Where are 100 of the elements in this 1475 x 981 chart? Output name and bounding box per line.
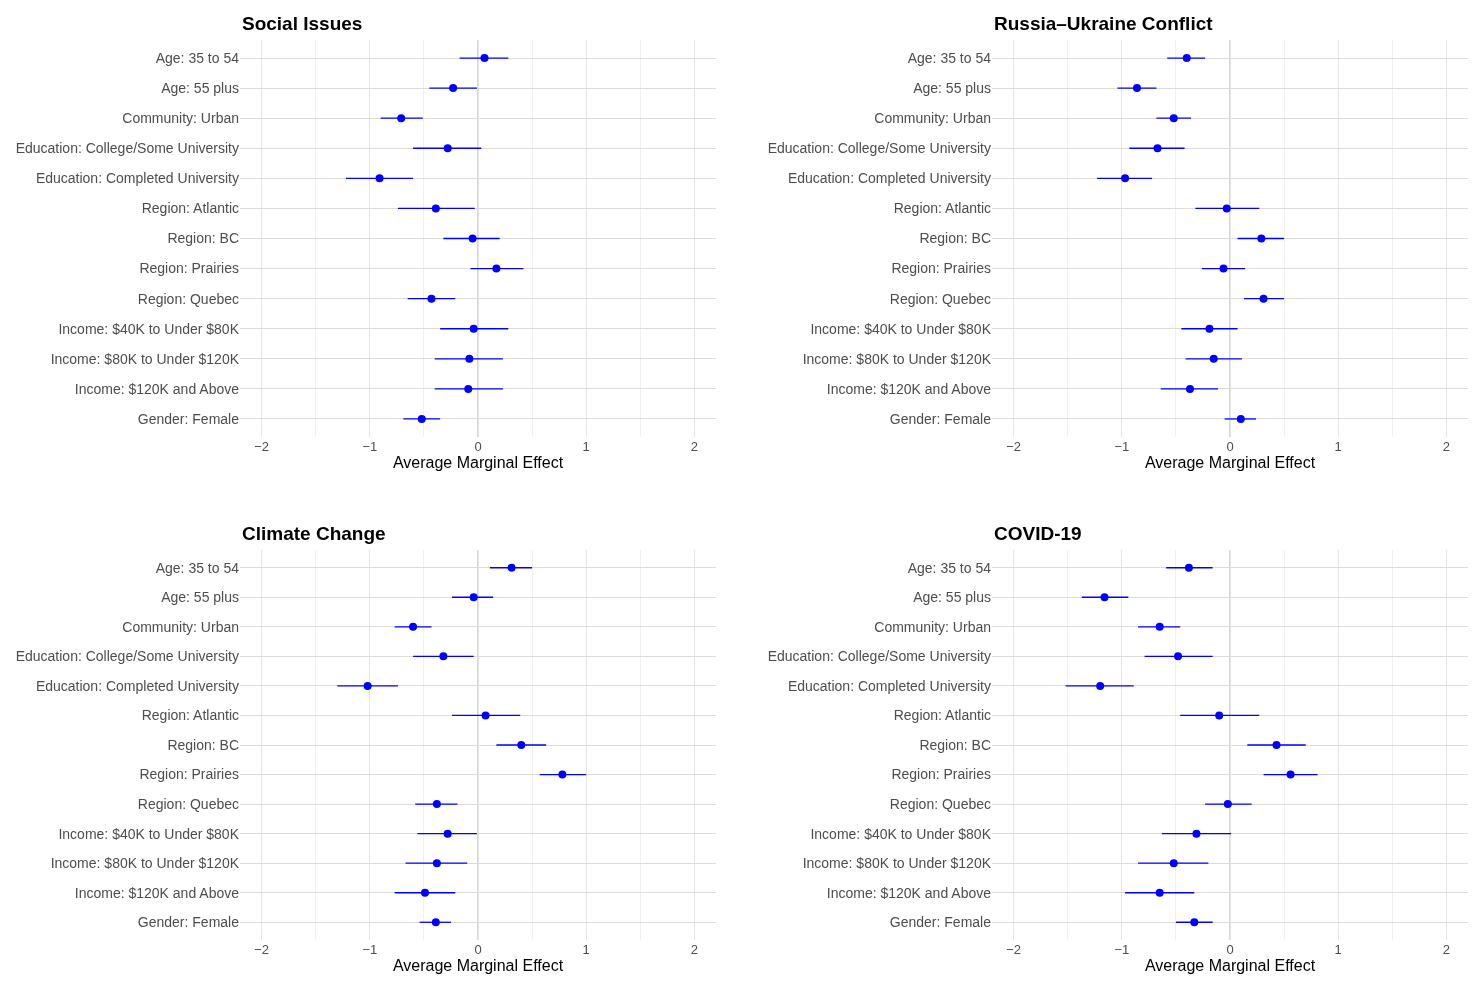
y-tick-label: Income: $40K to Under $80K — [58, 825, 240, 842]
y-tick-label: Income: $120K and Above — [74, 380, 240, 397]
y-tick-label: Community: Urban — [874, 110, 991, 127]
point — [469, 593, 478, 602]
y-tick-label: Income: $40K to Under $80K — [810, 825, 992, 842]
y-tick-label: Community: Urban — [122, 110, 239, 127]
chart-title: Climate Change — [242, 523, 386, 544]
point — [375, 174, 384, 183]
point — [431, 918, 440, 927]
point — [420, 888, 429, 897]
x-tick-label: 0 — [474, 439, 482, 454]
y-tick-label: Income: $80K to Under $120K — [802, 350, 992, 367]
x-tick-label: −1 — [1114, 439, 1130, 454]
chart-title: Russia–Ukraine Conflict — [994, 13, 1214, 34]
point — [1182, 54, 1191, 63]
y-tick-label: Education: Completed University — [35, 170, 239, 187]
y-tick-label: Region: Atlantic — [893, 707, 991, 724]
y-tick-label: Region: BC — [919, 230, 991, 247]
point — [1121, 174, 1130, 183]
y-tick-label: Income: $40K to Under $80K — [58, 320, 240, 337]
point — [481, 711, 490, 720]
chart-title: Social Issues — [242, 13, 363, 34]
point — [1096, 681, 1105, 690]
y-tick-label: Region: Quebec — [889, 290, 991, 307]
point — [1222, 204, 1231, 213]
y-tick-label: Education: Completed University — [787, 677, 991, 694]
point — [465, 354, 474, 363]
point — [427, 294, 436, 303]
chart-title: COVID-19 — [994, 523, 1082, 544]
x-tick-label: −1 — [1114, 942, 1130, 957]
point — [443, 829, 452, 838]
point — [1286, 770, 1295, 779]
x-axis-title: Average Marginal Effect — [392, 957, 564, 974]
x-tick-label: 1 — [582, 942, 590, 957]
y-tick-label: Income: $80K to Under $120K — [50, 350, 240, 367]
x-tick-label: −1 — [362, 942, 378, 957]
point — [1174, 652, 1183, 661]
point — [1192, 829, 1201, 838]
y-tick-label: Education: College/Some University — [767, 140, 991, 157]
point — [1219, 264, 1228, 273]
x-tick-label: −2 — [254, 439, 270, 454]
point — [417, 414, 426, 423]
y-tick-label: Region: Prairies — [139, 766, 239, 783]
point — [409, 622, 418, 631]
point — [1205, 324, 1214, 333]
x-axis-title: Average Marginal Effect — [1144, 454, 1316, 471]
point — [558, 770, 567, 779]
y-tick-label: Community: Urban — [122, 618, 239, 635]
y-tick-label: Age: 35 to 54 — [155, 559, 240, 576]
point — [1215, 711, 1224, 720]
y-tick-label: Income: $120K and Above — [74, 884, 240, 901]
x-tick-label: 1 — [1334, 942, 1342, 957]
y-tick-label: Region: Atlantic — [141, 707, 239, 724]
y-tick-label: Education: Completed University — [35, 677, 239, 694]
y-tick-label: Region: Prairies — [139, 260, 239, 277]
y-tick-label: Income: $80K to Under $120K — [50, 855, 240, 872]
point — [492, 264, 501, 273]
point — [1100, 593, 1109, 602]
y-tick-label: Income: $120K and Above — [826, 884, 992, 901]
point — [1155, 888, 1164, 897]
y-tick-label: Region: Atlantic — [893, 200, 991, 217]
x-tick-label: 0 — [1226, 942, 1234, 957]
point — [439, 652, 448, 661]
point — [1223, 800, 1232, 809]
x-tick-label: 2 — [690, 439, 698, 454]
y-tick-label: Education: College/Some University — [15, 140, 239, 157]
point — [443, 144, 452, 153]
y-tick-label: Region: BC — [167, 230, 239, 247]
point — [464, 384, 473, 393]
point — [517, 741, 526, 749]
x-tick-label: 2 — [1442, 439, 1450, 454]
y-tick-label: Age: 35 to 54 — [907, 559, 992, 576]
y-tick-label: Education: Completed University — [787, 170, 991, 187]
x-tick-label: 0 — [474, 942, 482, 957]
point — [1184, 563, 1193, 572]
point — [1259, 294, 1268, 303]
point — [1169, 114, 1178, 123]
y-tick-label: Region: Quebec — [137, 290, 239, 307]
y-tick-label: Gender: Female — [889, 410, 992, 427]
y-tick-label: Education: College/Some University — [15, 648, 239, 665]
point — [1236, 414, 1245, 423]
y-tick-label: Age: 55 plus — [913, 80, 991, 97]
y-tick-label: Region: Prairies — [891, 260, 991, 277]
y-tick-label: Region: BC — [919, 736, 991, 753]
x-tick-label: 0 — [1226, 439, 1234, 454]
y-tick-label: Gender: Female — [137, 914, 240, 931]
point — [431, 204, 440, 213]
point — [1155, 622, 1164, 631]
y-tick-label: Gender: Female — [137, 410, 240, 427]
x-tick-label: −1 — [362, 439, 378, 454]
point — [507, 563, 516, 572]
y-tick-label: Age: 55 plus — [161, 589, 239, 606]
y-tick-label: Gender: Female — [889, 914, 992, 931]
point — [1272, 741, 1281, 749]
x-tick-label: 2 — [1442, 942, 1450, 957]
y-tick-label: Region: Atlantic — [141, 200, 239, 217]
point — [1153, 144, 1162, 153]
y-tick-label: Income: $80K to Under $120K — [802, 855, 992, 872]
point — [432, 800, 441, 809]
y-tick-label: Age: 55 plus — [161, 80, 239, 97]
